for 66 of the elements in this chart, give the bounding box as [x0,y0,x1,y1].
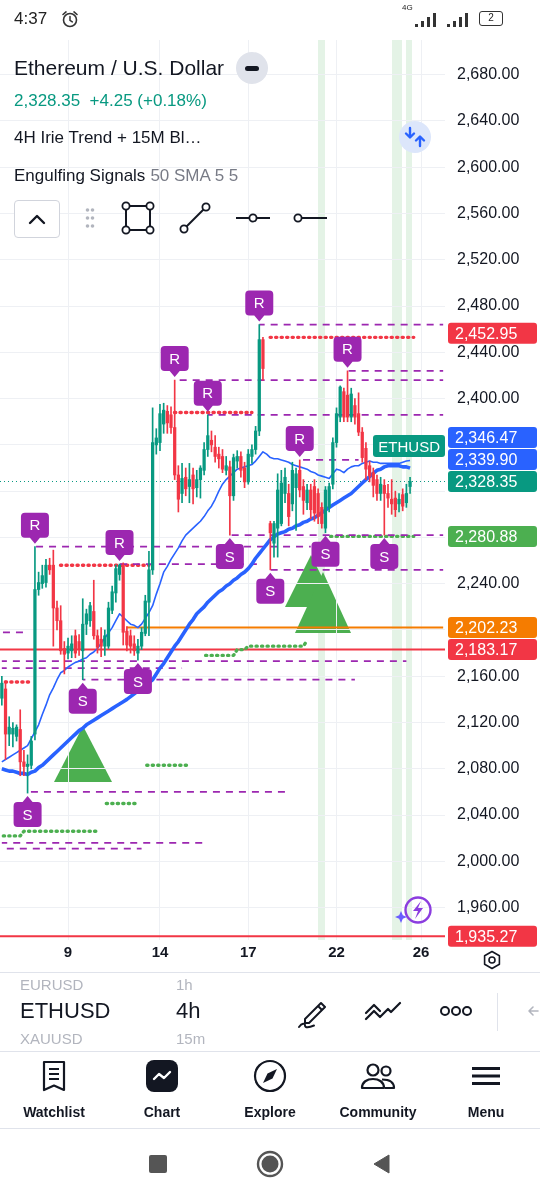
text: 4:37 [14,9,48,29]
x-tick-label: 17 [239,943,257,961]
x-tick-label: 9 [63,943,73,961]
x-tick-label: 22 [328,943,345,961]
ref-line-label: 2,328.35 [455,472,518,490]
text: 2,339.90 [455,450,518,468]
text: ETHUSD [20,998,111,1024]
annotation: S [379,547,390,565]
text: Watchlist [22,1104,86,1120]
annotation: 50 SMA 5 5 [150,166,239,185]
annotation: R [114,533,126,551]
text: 15m [176,1030,206,1047]
y-tick-label: 2,120.00 [457,712,520,730]
annotation: S [77,692,88,710]
text: XAUUSD [20,1030,83,1047]
text: Community [338,1104,418,1120]
text: 2,346.47 [455,428,518,446]
annotation: S [265,582,276,600]
annotation: R [202,384,214,402]
data-label: 2,202.23 [455,618,518,636]
y-tick-label: 2,440.00 [457,342,520,360]
y-tick-label: 1,960.00 [457,898,520,916]
text: 2,280.88 [455,527,518,545]
text: Menu [466,1104,506,1120]
y-tick-label: 2,080.00 [457,759,520,777]
y-tick-label: 2,000.00 [457,851,520,869]
battery-icon: 2 [479,11,503,26]
text: 1h [176,976,193,993]
annotation: R [169,349,181,367]
y-tick-label: 2,680.00 [457,65,520,83]
candlestick [382,479,386,536]
annotation: S [224,547,235,565]
y-tick-label: 2,400.00 [457,389,520,407]
x-tick-label: 26 [412,943,430,961]
y-tick-label: 2,160.00 [457,666,520,684]
y-tick-label: 2,520.00 [457,250,520,268]
y-tick-label: 2,560.00 [457,203,520,221]
annotation: R [294,429,306,447]
annotation: Engulfing Signals [14,166,146,185]
text: Ethereum / U.S. Dollar [14,56,225,80]
ref-line-label: 1,935.27 [455,927,518,945]
y-tick-label: 2,480.00 [457,296,520,314]
annotation: R [29,516,41,534]
candlestick [294,467,298,531]
annotation: R [253,294,265,312]
y-tick-label: 2,040.00 [457,805,520,823]
text: 4G [402,3,413,12]
text: 2,452.95 [455,324,518,342]
y-tick-label: 2,240.00 [457,574,520,592]
annotation: S [320,545,331,563]
annotation: R [342,340,354,358]
annotation: ETHUSD [373,435,445,457]
text: Chart [142,1104,182,1120]
text: 4h [176,998,201,1024]
annotation: S [22,805,33,823]
y-tick-label: 2,600.00 [457,157,520,175]
candlestick [11,722,15,748]
text: 2,328.35 +4.25 (+0.18%) [14,91,207,111]
ref-line-label: 2,183.17 [455,640,518,658]
annotation: S [132,672,143,690]
x-tick-label: 14 [151,943,169,961]
text: EURUSD [20,976,84,993]
candlestick [268,520,272,571]
y-tick-label: 2,640.00 [457,111,520,129]
text: Explore [243,1104,297,1120]
annotation: 4H Irie Trend + 15M Bl… [14,128,202,148]
